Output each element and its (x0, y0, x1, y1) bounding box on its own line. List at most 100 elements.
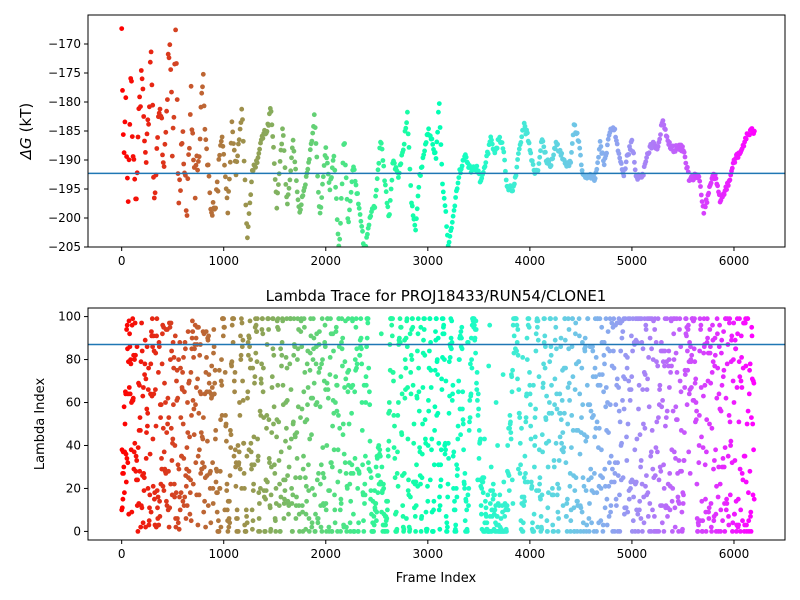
lambda-point (425, 483, 430, 489)
lambda-point (188, 518, 194, 524)
dg-point (229, 119, 235, 125)
dg-point (407, 166, 413, 172)
lambda-point (564, 501, 570, 506)
lambda-point (528, 436, 534, 442)
lambda-point (192, 346, 197, 352)
dg-point (280, 126, 285, 132)
lambda-point (227, 473, 233, 478)
lambda-point (141, 471, 147, 476)
lambda-point (267, 505, 273, 511)
lambda-point (151, 391, 157, 397)
dg-point (438, 142, 444, 148)
lambda-point (313, 511, 318, 517)
dg-point (743, 136, 749, 142)
dg-point (685, 164, 690, 170)
lambda-point (692, 359, 698, 365)
dg-point (732, 160, 738, 165)
dg-points (119, 26, 757, 247)
lambda-point (618, 348, 624, 354)
lambda-point (344, 529, 350, 534)
dg-point (305, 166, 311, 172)
lambda-point (238, 352, 244, 358)
lambda-point (528, 423, 534, 429)
lambda-point (568, 529, 573, 534)
lambda-point (709, 370, 715, 375)
dg-point (389, 177, 395, 183)
dg-point (416, 184, 422, 190)
lambda-point (602, 361, 607, 367)
lambda-point (324, 380, 330, 386)
dg-point (551, 152, 556, 158)
lambda-point (384, 529, 390, 534)
lambda-point (465, 340, 471, 345)
lambda-point (726, 413, 732, 418)
dg-x-axis: 0 1000 2000 3000 4000 5000 6000 (118, 247, 749, 268)
lambda-point (145, 387, 151, 392)
lambda-point (461, 447, 466, 453)
lambda-point (289, 501, 295, 506)
lambda-point (592, 434, 598, 440)
lambda-point (546, 438, 552, 444)
lambda-point (371, 514, 377, 519)
lambda-point (291, 419, 296, 425)
lambda-point (702, 382, 708, 388)
lambda-point (709, 425, 715, 431)
dg-y-tick-label: −175 (48, 66, 81, 80)
lambda-point (642, 425, 648, 431)
dg-point (724, 187, 729, 193)
lambda-point (711, 518, 717, 524)
dg-point (626, 152, 632, 157)
lambda-point (593, 425, 599, 431)
lambda-point (304, 498, 309, 504)
dg-point (330, 158, 336, 163)
lambda-point (301, 453, 306, 459)
lambda-point (522, 453, 528, 459)
lambda-point (187, 434, 193, 440)
lambda-point (697, 348, 703, 354)
lambda-y-axis-label: Lambda Index (33, 378, 48, 471)
dg-point (347, 198, 353, 204)
lambda-point (212, 380, 218, 386)
lambda-point (449, 318, 455, 324)
lambda-point (637, 507, 642, 513)
lambda-point (191, 355, 197, 360)
dg-point (227, 159, 233, 165)
lambda-point (630, 518, 636, 524)
lambda-point (435, 335, 441, 341)
lambda-point (320, 357, 325, 362)
lambda-point (373, 464, 379, 470)
lambda-point (729, 337, 734, 343)
dg-point (444, 224, 449, 230)
lambda-point (307, 436, 313, 442)
lambda-point (211, 344, 217, 350)
lambda-point (647, 335, 653, 341)
lambda-point (709, 529, 714, 534)
dg-point (405, 109, 410, 115)
lambda-point (191, 432, 197, 438)
lambda-point (139, 505, 145, 511)
lambda-point (303, 511, 309, 517)
lambda-point (293, 516, 299, 521)
lambda-point (732, 337, 738, 343)
lambda-point (392, 456, 398, 461)
dg-point (365, 231, 370, 237)
lambda-point (154, 488, 160, 493)
lambda-point (418, 481, 423, 487)
lambda-point (652, 327, 658, 332)
lambda-point (314, 400, 320, 405)
lambda-point (177, 340, 183, 345)
lambda-point (655, 449, 660, 455)
lambda-point (694, 408, 699, 414)
dg-point (415, 193, 421, 199)
lambda-point (580, 340, 585, 345)
lambda-point (747, 367, 752, 373)
lambda-point (222, 324, 227, 330)
lambda-point (188, 370, 194, 375)
lambda-point (473, 318, 479, 324)
lambda-point (338, 529, 343, 534)
lambda-point (704, 417, 710, 423)
lambda-point (363, 453, 368, 459)
lambda-point (376, 473, 381, 478)
lambda-point (673, 404, 679, 410)
dg-point (245, 235, 250, 241)
